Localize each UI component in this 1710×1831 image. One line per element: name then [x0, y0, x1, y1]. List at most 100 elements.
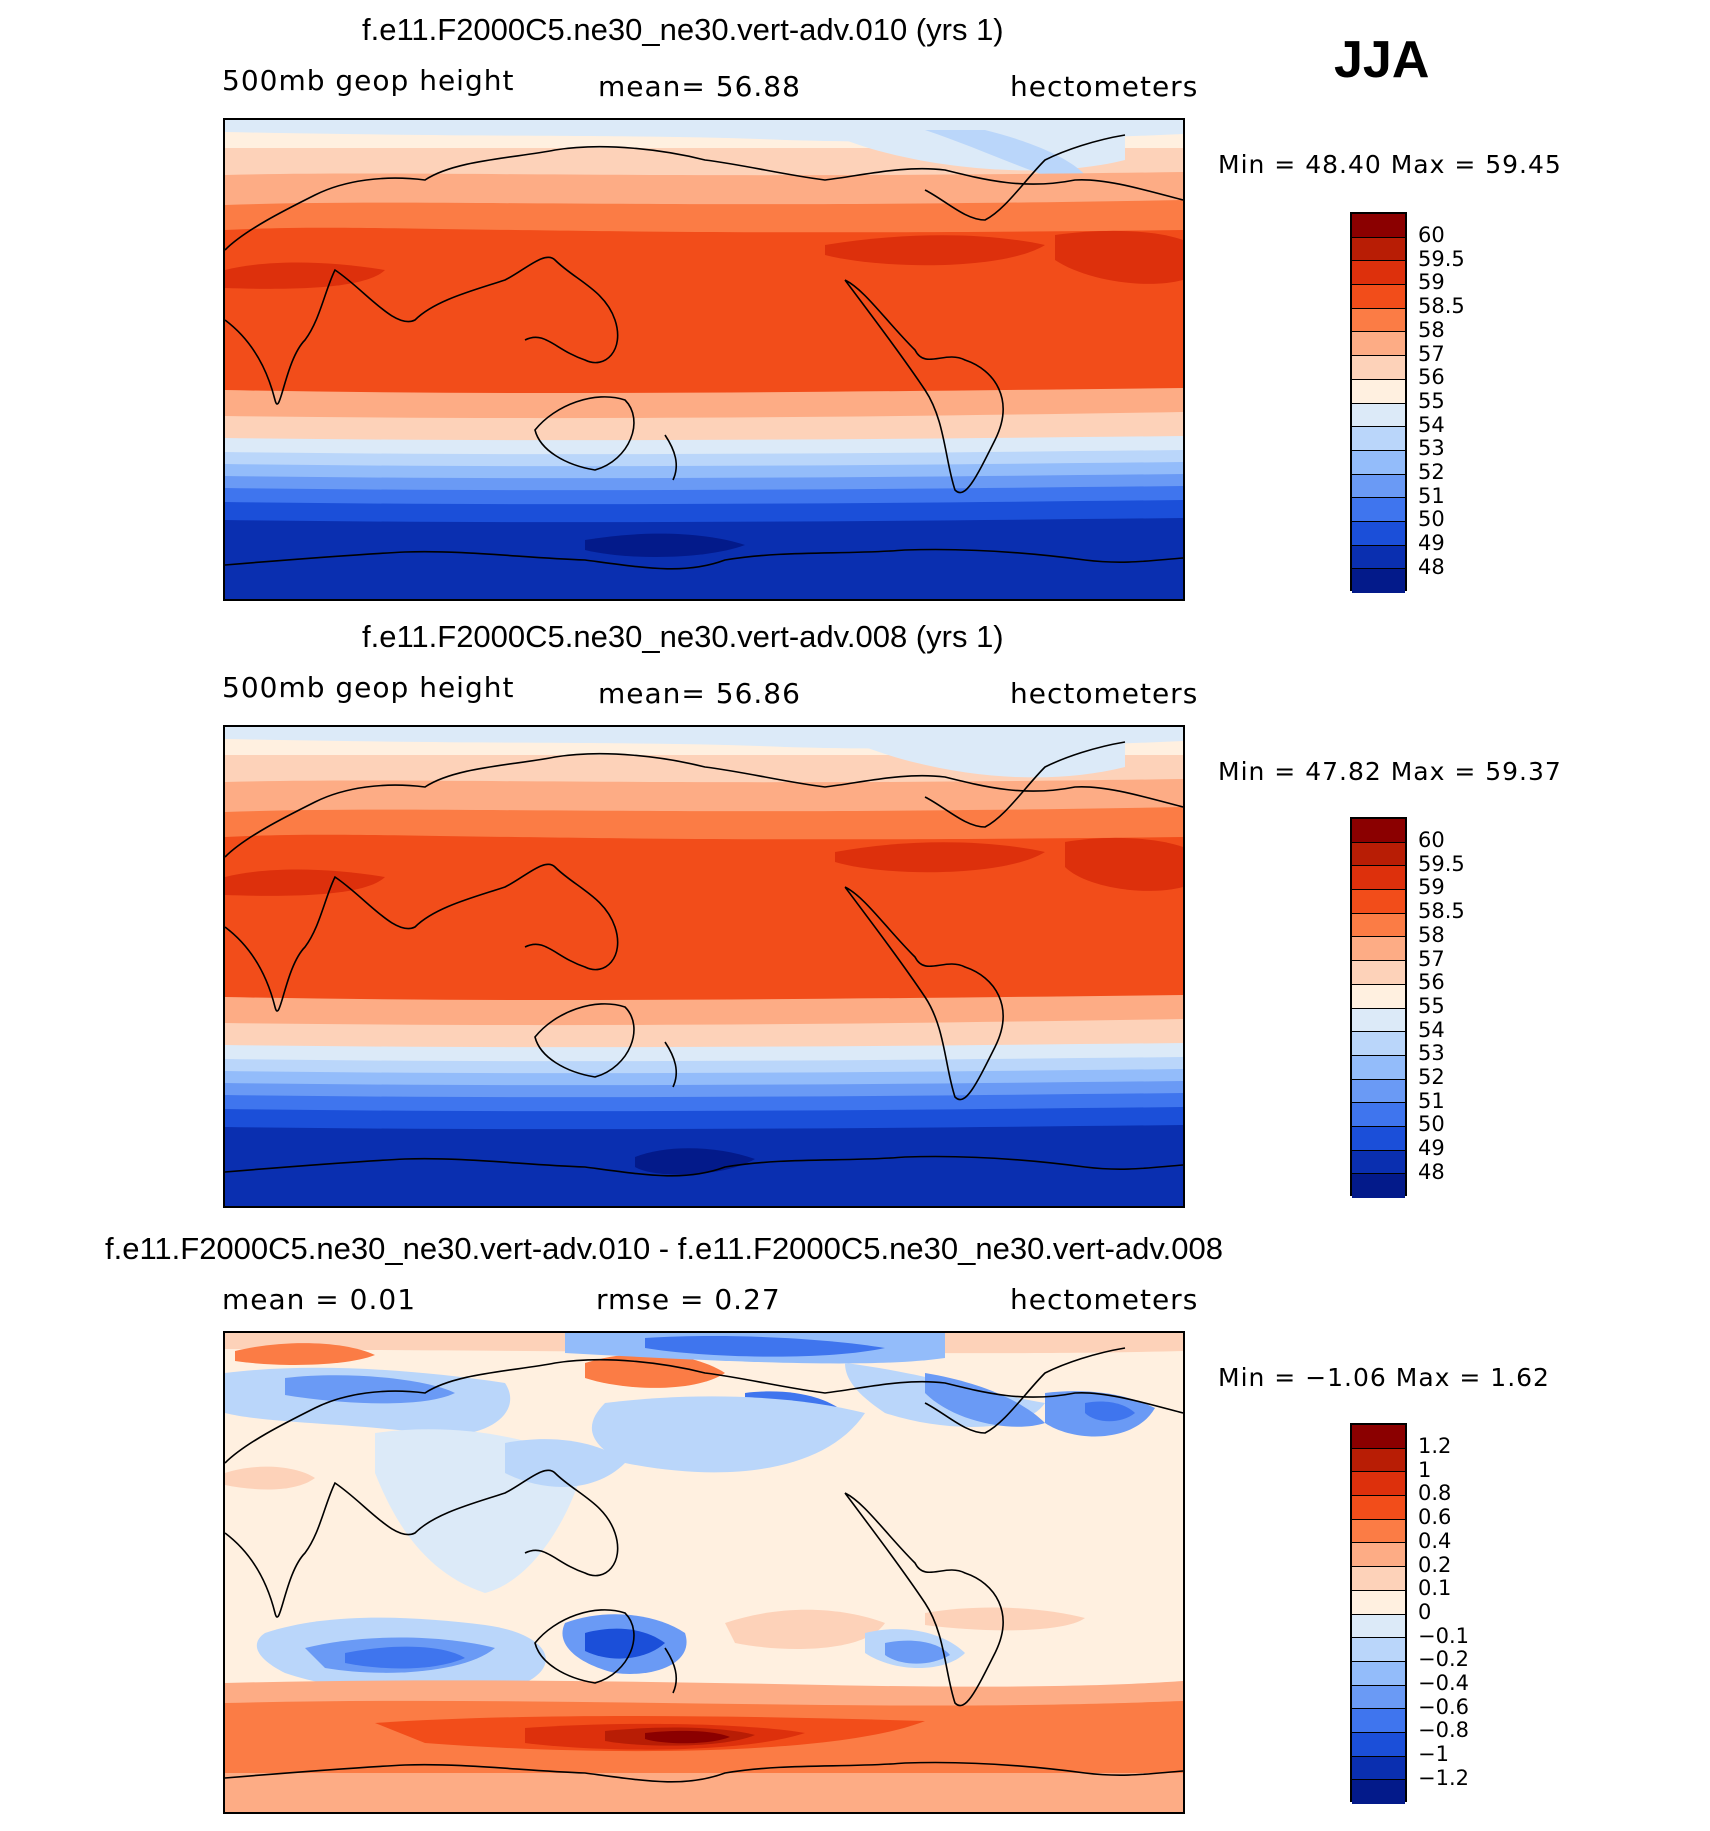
panel-1-level-label: 58.5: [1418, 294, 1465, 318]
panel-1-colorbar-swatch: [1352, 498, 1405, 522]
panel-3-colorbar-swatch: [1352, 1780, 1405, 1804]
panel-2-contour-field: [225, 727, 1183, 1206]
panel-3-colorbar-swatch: [1352, 1661, 1405, 1686]
panel-3-level-label: −1.2: [1418, 1766, 1469, 1790]
panel-1-level-label: 59.5: [1418, 247, 1465, 271]
panel-2-colorbar-swatch: [1352, 1126, 1405, 1151]
panel-3-colorbar-swatch: [1352, 1709, 1405, 1733]
panel-2-colorbar-swatch: [1352, 819, 1405, 843]
panel-1-level-label: 52: [1418, 460, 1445, 484]
panel-3-map: [223, 1331, 1185, 1814]
panel-1-colorbar-swatch: [1352, 237, 1405, 262]
panel-2-level-label: 54: [1418, 1018, 1445, 1042]
panel-1-colorbar-swatch: [1352, 308, 1405, 333]
panel-2-level-label: 60: [1418, 828, 1445, 852]
panel-2-colorbar-swatch: [1352, 842, 1405, 867]
panel-1-level-label: 51: [1418, 484, 1445, 508]
panel-3-level-label: 0.1: [1418, 1576, 1452, 1600]
panel-2-colorbar-swatch: [1352, 1008, 1405, 1033]
panel-2-level-label: 49: [1418, 1136, 1445, 1160]
panel-3-colorbar-swatch: [1352, 1685, 1405, 1710]
panel-3-level-label: 0.8: [1418, 1481, 1452, 1505]
panel-3-level-label: 1: [1418, 1458, 1432, 1482]
panel-3-level-label: 0: [1418, 1600, 1432, 1624]
panel-2-level-label: 50: [1418, 1112, 1445, 1136]
panel-3-colorbar-swatch: [1352, 1590, 1405, 1615]
panel-1-title: f.e11.F2000C5.ne30_ne30.vert-adv.010 (yr…: [362, 12, 1004, 47]
panel-2-variable-label: 500mb geop height: [222, 671, 515, 704]
panel-1-level-label: 50: [1418, 507, 1445, 531]
panel-3-units-label: hectometers: [1010, 1283, 1199, 1316]
panel-3-colorbar-swatch: [1352, 1472, 1405, 1497]
panel-1-colorbar-swatch: [1352, 569, 1405, 593]
panel-3-level-label: −1: [1418, 1742, 1449, 1766]
panel-1-level-label: 48: [1418, 555, 1445, 579]
panel-3-level-label: 0.6: [1418, 1505, 1452, 1529]
panel-1-colorbar: [1350, 212, 1407, 593]
panel-2-colorbar-swatch: [1352, 890, 1405, 914]
panel-1-level-label: 53: [1418, 436, 1445, 460]
panel-1-colorbar-swatch: [1352, 332, 1405, 357]
panel-2-level-label: 48: [1418, 1160, 1445, 1184]
panel-2-map: [223, 725, 1185, 1208]
panel-1-level-label: 58: [1418, 318, 1445, 342]
panel-3-level-label: 0.4: [1418, 1529, 1452, 1553]
panel-2-colorbar-swatch: [1352, 1103, 1405, 1127]
panel-1-level-label: 57: [1418, 342, 1445, 366]
panel-2-level-label: 59: [1418, 875, 1445, 899]
panel-1-colorbar-swatch: [1352, 474, 1405, 499]
panel-3-level-label: 1.2: [1418, 1434, 1452, 1458]
panel-1-variable-label: 500mb geop height: [222, 64, 515, 97]
panel-3-colorbar-swatch: [1352, 1543, 1405, 1568]
panel-1-level-label: 56: [1418, 365, 1445, 389]
panel-3-rmse-label: rmse = 0.27: [596, 1283, 781, 1316]
panel-2-level-label: 53: [1418, 1041, 1445, 1065]
panel-1-colorbar-swatch: [1352, 261, 1405, 286]
panel-2-colorbar-swatch: [1352, 984, 1405, 1009]
panel-1-level-label: 54: [1418, 413, 1445, 437]
panel-2-level-label: 52: [1418, 1065, 1445, 1089]
panel-2-colorbar-swatch: [1352, 866, 1405, 891]
season-label: JJA: [1334, 31, 1430, 89]
panel-3-colorbar-swatch: [1352, 1756, 1405, 1781]
panel-3-level-label: −0.4: [1418, 1671, 1469, 1695]
panel-2-colorbar-swatch: [1352, 1032, 1405, 1056]
panel-1-colorbar-swatch: [1352, 521, 1405, 546]
panel-2-colorbar-swatch: [1352, 913, 1405, 938]
panel-3-level-label: −0.8: [1418, 1718, 1469, 1742]
panel-1-colorbar-swatch: [1352, 379, 1405, 404]
panel-3-level-label: −0.1: [1418, 1624, 1469, 1648]
panel-3-colorbar-swatch: [1352, 1614, 1405, 1639]
panel-3-colorbar: [1350, 1423, 1407, 1804]
panel-1-colorbar-swatch: [1352, 285, 1405, 309]
panel-2-colorbar-swatch: [1352, 1174, 1405, 1198]
panel-2-colorbar-swatch: [1352, 937, 1405, 962]
panel-2-level-label: 55: [1418, 994, 1445, 1018]
panel-3-colorbar-swatch: [1352, 1567, 1405, 1591]
panel-3-level-label: −0.6: [1418, 1695, 1469, 1719]
panel-1-colorbar-swatch: [1352, 545, 1405, 570]
panel-1-contour-field: [225, 120, 1183, 599]
panel-1-minmax: Min = 48.40 Max = 59.45: [1218, 150, 1562, 179]
panel-1-colorbar-swatch: [1352, 427, 1405, 451]
panel-2-title: f.e11.F2000C5.ne30_ne30.vert-adv.008 (yr…: [362, 619, 1004, 654]
panel-2-level-label: 57: [1418, 947, 1445, 971]
panel-1-colorbar-swatch: [1352, 450, 1405, 475]
panel-3-title: f.e11.F2000C5.ne30_ne30.vert-adv.010 - f…: [105, 1231, 1223, 1266]
panel-2-level-label: 51: [1418, 1089, 1445, 1113]
panel-2-colorbar-swatch: [1352, 1055, 1405, 1080]
panel-1-level-label: 49: [1418, 531, 1445, 555]
panel-3-colorbar-swatch: [1352, 1638, 1405, 1662]
panel-1-colorbar-swatch: [1352, 356, 1405, 380]
panel-1-map: [223, 118, 1185, 601]
panel-2-minmax: Min = 47.82 Max = 59.37: [1218, 757, 1562, 786]
panel-2-mean-label: mean= 56.86: [598, 677, 801, 710]
panel-2-colorbar-swatch: [1352, 1079, 1405, 1104]
panel-3-colorbar-swatch: [1352, 1732, 1405, 1757]
panel-3-colorbar-swatch: [1352, 1425, 1405, 1449]
panel-2-level-label: 58.5: [1418, 899, 1465, 923]
panel-1-level-label: 60: [1418, 223, 1445, 247]
panel-2-level-label: 59.5: [1418, 852, 1465, 876]
panel-1-colorbar-swatch: [1352, 403, 1405, 428]
panel-3-level-label: −0.2: [1418, 1647, 1469, 1671]
